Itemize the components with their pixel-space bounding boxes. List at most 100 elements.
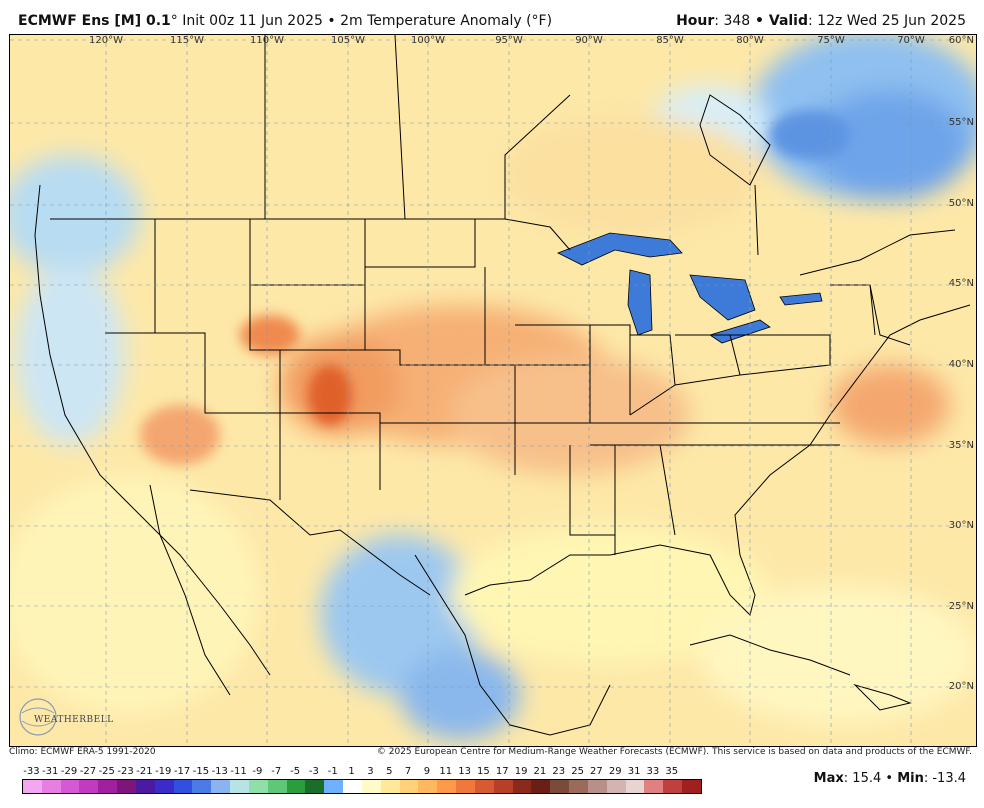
- us-canada-border: [50, 218, 571, 251]
- legend-label: 27: [590, 766, 603, 777]
- boundary-line: [569, 445, 615, 536]
- coastlines: [34, 94, 971, 736]
- legend-label: 3: [367, 766, 374, 777]
- legend-swatch: [681, 780, 701, 793]
- legend-label: -29: [60, 766, 78, 777]
- coastline: [464, 304, 971, 616]
- legend-label: 11: [439, 766, 453, 777]
- legend-label: 33: [646, 766, 660, 777]
- legend-swatch: [343, 780, 362, 793]
- header: ECMWF Ens [M] 0.1° Init 00z 11 Jun 2025 …: [0, 0, 984, 34]
- boundary-line: [364, 219, 476, 268]
- boundary-line: [730, 334, 831, 376]
- legend-swatch: [117, 780, 136, 793]
- legend-swatch: [60, 780, 80, 793]
- legend-swatch: [267, 780, 287, 793]
- boundary-line: [189, 489, 431, 596]
- lon-label: 120°W: [89, 35, 123, 46]
- legend-swatch: [587, 780, 607, 793]
- legend-label: -27: [79, 766, 97, 777]
- copyright-note: © 2025 European Centre for Medium-Range …: [376, 747, 972, 757]
- legend-label: -7: [271, 766, 282, 777]
- boundary-line: [799, 229, 956, 276]
- legend-label: 31: [627, 766, 641, 777]
- legend-label: -31: [42, 766, 59, 777]
- legend-swatch: [211, 780, 231, 793]
- lon-label: 105°W: [331, 35, 365, 46]
- lon-label: 90°W: [575, 35, 603, 46]
- legend-label: -25: [98, 766, 115, 777]
- legend-label: -33: [23, 766, 40, 777]
- legend-label: 19: [514, 766, 528, 777]
- min-value: : -13.4: [923, 771, 966, 786]
- legend-label: 23: [552, 766, 566, 777]
- legend-labels: -33 -31 -29 -27 -25 -23 -21 -19 -17 -15 -13 -11 -9 -7…: [14, 766, 704, 778]
- lat-label: 30°N: [948, 520, 974, 531]
- boundaries: [50, 35, 956, 596]
- lon-label: 80°W: [736, 35, 764, 46]
- legend-swatch: [493, 780, 513, 793]
- lake-erie: [709, 319, 771, 344]
- lake-ontario: [779, 292, 823, 306]
- boundary-line: [869, 284, 911, 346]
- lat-label: 45°N: [948, 278, 974, 289]
- legend-swatch: [230, 780, 249, 793]
- legend-label: -9: [252, 766, 263, 777]
- legend-label: -5: [290, 766, 301, 777]
- coastline: [149, 484, 231, 696]
- climo-note: Climo: ECMWF ERA-5 1991-2020: [9, 747, 156, 757]
- logo-globe-icon: [19, 698, 57, 736]
- legend-label: 17: [495, 766, 509, 777]
- coastline: [414, 554, 611, 736]
- legend-swatch: [248, 780, 268, 793]
- legend-swatch: [456, 780, 475, 793]
- init-time: ° Init 00z 11 Jun 2025: [170, 13, 323, 29]
- boundary-line: [674, 334, 741, 386]
- legend-swatch: [569, 780, 588, 793]
- lon-label: 100°W: [411, 35, 445, 46]
- boundary-line: [629, 334, 676, 416]
- legend-swatch: [625, 780, 645, 793]
- legend-swatch: [418, 780, 438, 793]
- legend-label: -3: [308, 766, 319, 777]
- boundary-line: [249, 285, 365, 351]
- valid-label: • Valid: [750, 13, 809, 29]
- lat-label: 60°N: [948, 35, 974, 46]
- max-value: : 15.4: [843, 771, 882, 786]
- max-min-stats: Max: 15.4 • Min: -13.4: [814, 771, 966, 786]
- hour-value: : 348: [714, 13, 751, 29]
- legend-label: 25: [571, 766, 584, 777]
- legend-label: 29: [608, 766, 622, 777]
- lon-label: 95°W: [495, 35, 523, 46]
- coastline: [34, 184, 271, 676]
- legend-swatch: [41, 780, 61, 793]
- anomaly-map[interactable]: 120°W 115°W 110°W 105°W 100°W 95°W 90°W …: [9, 34, 977, 747]
- legend-swatch: [173, 780, 193, 793]
- legend-label: -15: [192, 766, 210, 777]
- legend-swatch: [286, 780, 306, 793]
- coastline: [689, 634, 851, 676]
- legend-swatch: [474, 780, 494, 793]
- legend-label: 1: [348, 766, 355, 777]
- legend-swatch: [550, 780, 570, 793]
- anomaly-shading: [10, 35, 976, 740]
- title-separator: •: [322, 13, 341, 29]
- legend-swatch: [531, 780, 551, 793]
- legend-swatch: [154, 780, 174, 793]
- legend-label: -1: [327, 766, 338, 777]
- lat-label: 25°N: [948, 601, 974, 612]
- boundary-line: [590, 324, 631, 415]
- legend-label: 13: [458, 766, 471, 777]
- lon-label: 85°W: [656, 35, 684, 46]
- legend-label: -21: [136, 766, 153, 777]
- anomaly-detail: [140, 110, 850, 465]
- boundary-line: [754, 184, 759, 256]
- lat-label: 20°N: [948, 681, 974, 692]
- legend-swatch: [380, 780, 400, 793]
- legend-label: -23: [117, 766, 134, 777]
- boundary-line: [394, 35, 406, 220]
- lon-label: 70°W: [897, 35, 925, 46]
- legend-label: -11: [230, 766, 247, 777]
- max-label: Max: [813, 771, 844, 786]
- lat-label: 35°N: [948, 440, 974, 451]
